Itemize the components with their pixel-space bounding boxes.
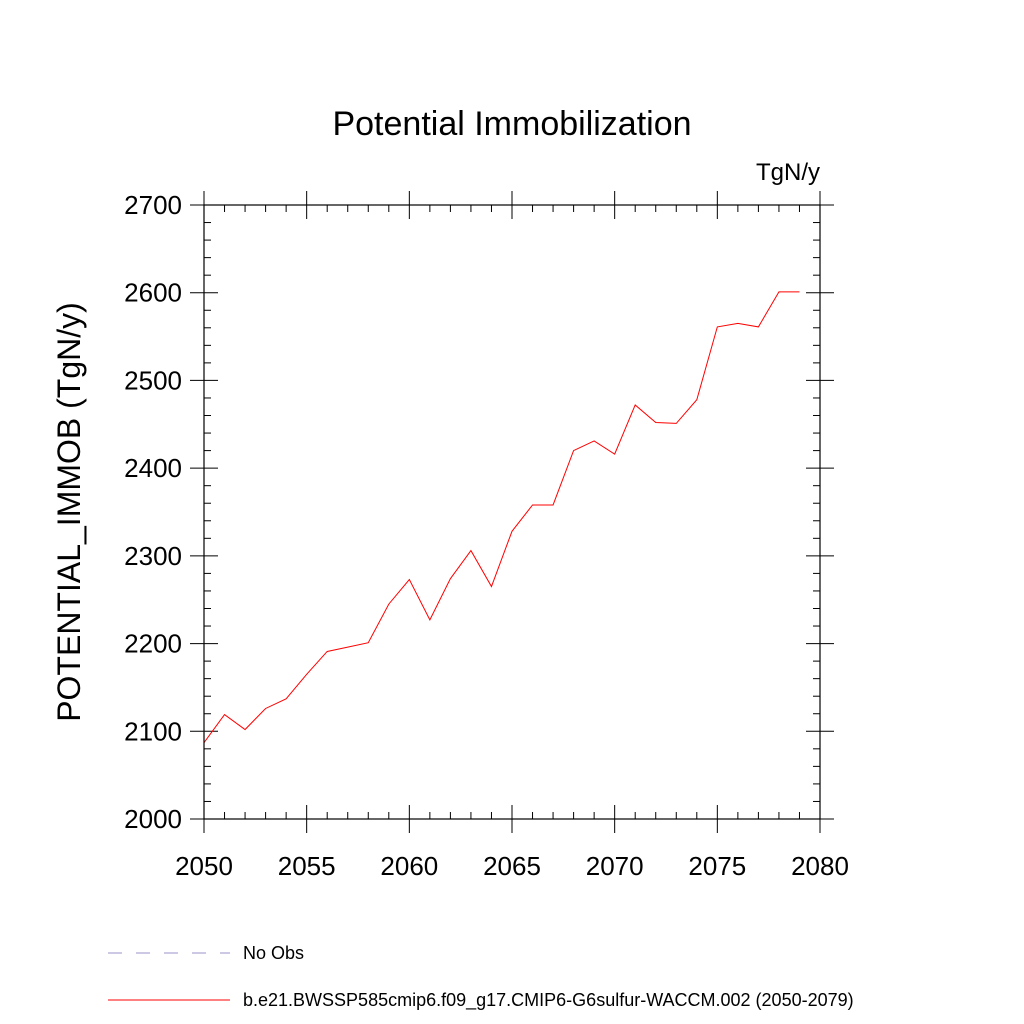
x-tick-label: 2060 <box>380 851 438 881</box>
tick-marks <box>190 191 834 833</box>
legend-label-no-obs: No Obs <box>243 943 304 963</box>
x-tick-label: 2080 <box>791 851 849 881</box>
y-tick-label: 2400 <box>124 453 182 483</box>
legend-label-model-run: b.e21.BWSSP585cmip6.f09_g17.CMIP6-G6sulf… <box>243 990 854 1011</box>
y-tick-labels: 2000 2100 2200 2300 2400 2500 2600 2700 <box>124 190 182 834</box>
y-tick-label: 2500 <box>124 365 182 395</box>
series-layer <box>203 291 800 743</box>
y-tick-label: 2100 <box>124 716 182 746</box>
plot-frame <box>203 204 821 820</box>
y-tick-label: 2600 <box>124 278 182 308</box>
x-tick-label: 2070 <box>586 851 644 881</box>
chart-title: Potential Immobilization <box>332 105 691 143</box>
y-tick-label: 2200 <box>124 629 182 659</box>
x-tick-labels: 2050 2055 2060 2065 2070 2075 2080 <box>175 851 849 881</box>
y-tick-label: 2700 <box>124 190 182 220</box>
y-axis-label: POTENTIAL_IMMOB (TgN/y) <box>51 302 87 722</box>
series-line-0 <box>203 291 800 743</box>
x-tick-label: 2050 <box>175 851 233 881</box>
legend: No Obs b.e21.BWSSP585cmip6.f09_g17.CMIP6… <box>108 943 854 1011</box>
y-tick-label: 2000 <box>124 804 182 834</box>
y-tick-label: 2300 <box>124 541 182 571</box>
x-tick-label: 2065 <box>483 851 541 881</box>
x-tick-label: 2075 <box>688 851 746 881</box>
x-tick-label: 2055 <box>278 851 336 881</box>
units-label: TgN/y <box>756 159 820 186</box>
